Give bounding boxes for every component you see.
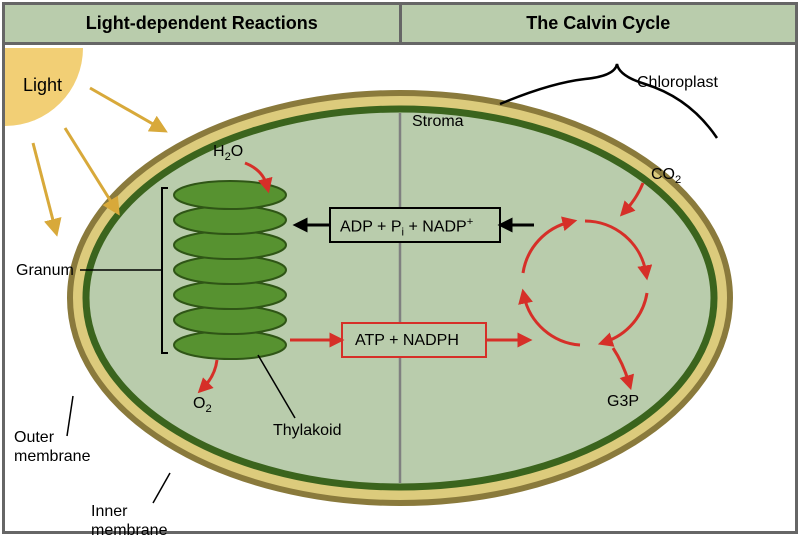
thylakoid-disc xyxy=(174,231,286,259)
diagram-svg xyxy=(5,48,795,534)
atp-box-text: ATP + NADPH xyxy=(355,332,459,350)
stroma-label: Stroma xyxy=(412,113,464,131)
g3p-label: G3P xyxy=(607,393,639,411)
light-label: Light xyxy=(23,75,62,96)
thylakoid-disc xyxy=(174,256,286,284)
chloroplast-label: Chloroplast xyxy=(637,74,718,92)
inner-membrane-label: Innermembrane xyxy=(91,502,167,540)
thylakoid-disc xyxy=(174,206,286,234)
thylakoid-disc xyxy=(174,306,286,334)
sun-ray-3 xyxy=(33,143,55,228)
thylakoid-disc xyxy=(174,281,286,309)
o2-label: O2 xyxy=(193,395,212,415)
outer-membrane-label: Outermembrane xyxy=(14,428,90,466)
thylakoid-disc xyxy=(174,331,286,359)
divider-top xyxy=(401,48,404,534)
inner-membrane-leader xyxy=(153,473,170,503)
thylakoid-disc xyxy=(174,181,286,209)
thylakoid-label: Thylakoid xyxy=(273,422,341,440)
sun-ray-1 xyxy=(90,88,160,128)
h2o-label: H2O xyxy=(213,143,243,163)
header-left: Light-dependent Reactions xyxy=(5,5,402,42)
granum-label: Granum xyxy=(16,262,74,280)
header-right: The Calvin Cycle xyxy=(402,5,796,42)
co2-label: CO2 xyxy=(651,166,681,186)
adp-box-text: ADP + Pi + NADP+ xyxy=(340,216,473,239)
sun-ray-2 xyxy=(65,128,115,208)
